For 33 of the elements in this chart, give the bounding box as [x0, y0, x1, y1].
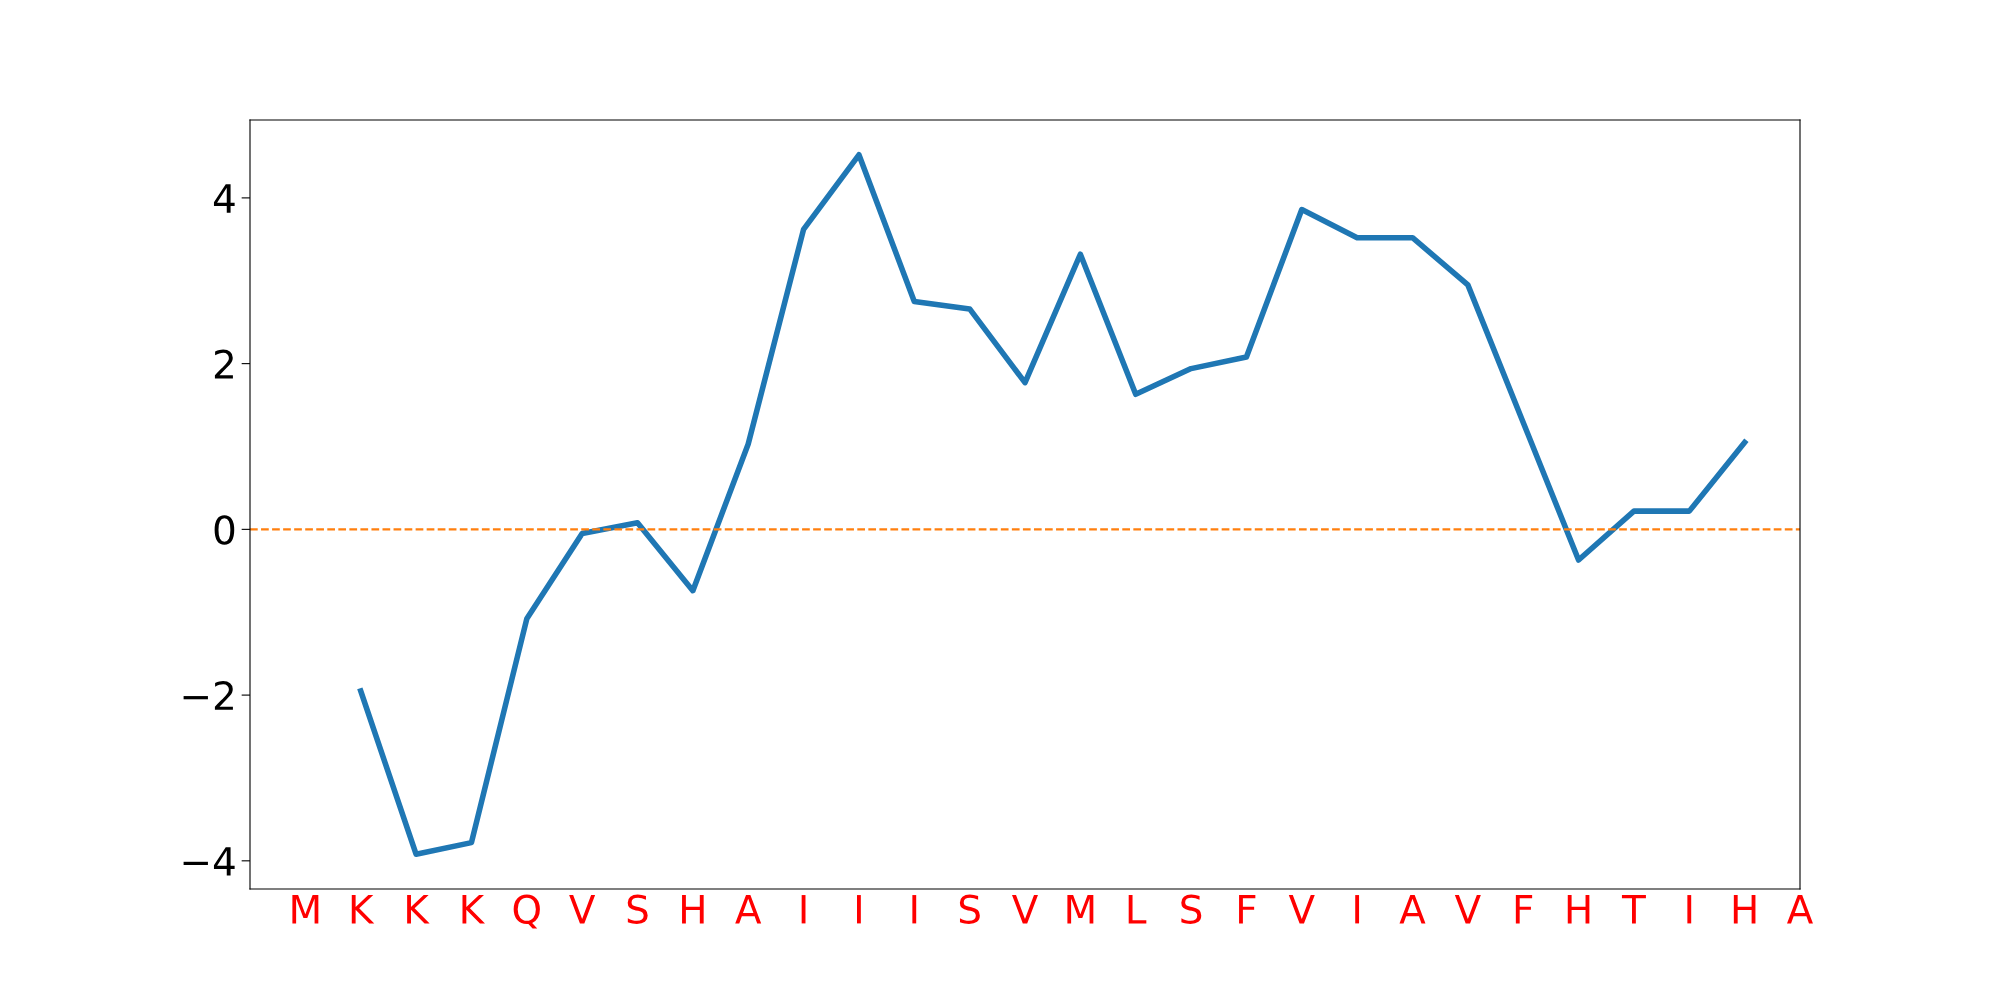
y-tick-label: −4	[183, 847, 235, 876]
x-tick-label: A	[1787, 895, 1813, 924]
y-tick-label: 2	[214, 349, 233, 379]
y-tick-label: −2	[183, 681, 233, 710]
y-tick-label: 0	[214, 515, 235, 545]
x-tick-label: S	[627, 894, 648, 924]
x-tick-label: V	[1454, 895, 1481, 924]
x-tick-label: H	[682, 895, 704, 924]
x-tick-label: I	[801, 895, 806, 924]
x-tick-label: T	[1621, 895, 1646, 924]
x-tick-label: I	[1355, 895, 1360, 924]
x-tick-label: S	[1181, 894, 1202, 924]
x-tick-label: K	[407, 895, 430, 924]
x-tick-label: V	[569, 895, 596, 924]
x-tick-label: S	[959, 894, 980, 924]
x-tick-label: I	[857, 895, 861, 924]
x-tick-label: M	[292, 895, 319, 924]
x-tick-label: K	[462, 895, 485, 924]
x-tick-label: V	[1288, 895, 1315, 924]
x-tick-label: K	[351, 895, 375, 924]
x-tick-label: A	[735, 895, 762, 924]
x-tick-label: V	[1012, 895, 1038, 924]
x-tick-label: I	[912, 895, 917, 924]
x-tick-label: Q	[513, 894, 540, 929]
x-tick-label: F	[1239, 895, 1256, 924]
x-tick-label: A	[1399, 895, 1426, 924]
x-tick-label: F	[1515, 895, 1533, 924]
x-tick-label: H	[1733, 895, 1756, 924]
x-tick-label: I	[1687, 895, 1692, 924]
x-tick-label: L	[1128, 895, 1147, 924]
x-tick-label: M	[1067, 895, 1094, 924]
x-tick-label: H	[1567, 895, 1590, 924]
y-tick-label: 4	[213, 184, 235, 213]
